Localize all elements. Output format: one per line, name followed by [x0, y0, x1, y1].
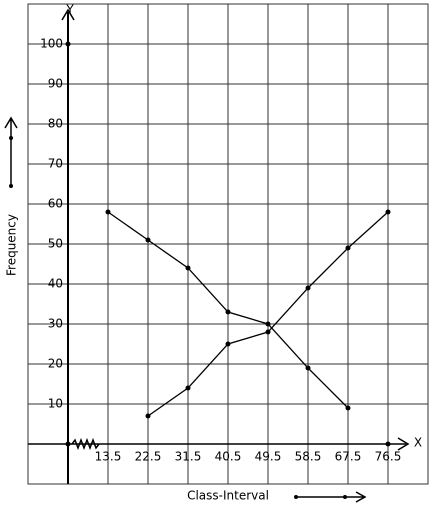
arrow-dot — [9, 136, 13, 140]
x-tick-label: 67.5 — [335, 450, 362, 464]
y-tick-label: 90 — [48, 77, 63, 91]
y-tick-label: 20 — [48, 357, 63, 371]
data-point — [385, 209, 391, 215]
y-tick-label: 40 — [48, 277, 63, 291]
y-tick-label: 60 — [48, 197, 63, 211]
x-axis-name: X — [414, 436, 422, 450]
data-point — [145, 237, 151, 243]
arrow-dot — [343, 495, 347, 499]
x-tick-label: 76.5 — [375, 450, 402, 464]
data-point — [225, 309, 231, 315]
x-tick-label: 40.5 — [215, 450, 242, 464]
data-point — [345, 245, 351, 251]
x-title-arrow — [296, 491, 367, 503]
y-tick-label: 100 — [40, 37, 63, 51]
arrow-dot — [294, 495, 298, 499]
x-tick-label: 31.5 — [175, 450, 202, 464]
y-tick-label: 50 — [48, 237, 63, 251]
x-axis-title: Class-Interval — [187, 489, 269, 503]
x-arrow — [397, 437, 410, 451]
y-arrow — [61, 8, 75, 21]
y-tick-label: 30 — [48, 317, 63, 331]
origin-dot — [65, 441, 71, 447]
x-tick-label: 13.5 — [95, 450, 122, 464]
data-point — [185, 385, 191, 391]
y-axis-title: Frequency — [5, 214, 19, 276]
data-point — [265, 321, 271, 327]
y-axis-name: Y — [65, 3, 74, 17]
data-point — [185, 265, 191, 271]
axis-break — [71, 437, 100, 451]
axis-dot — [385, 441, 391, 447]
axis-dot — [65, 41, 71, 47]
data-point — [145, 413, 151, 419]
data-point — [305, 365, 311, 371]
data-point — [265, 329, 271, 335]
y-tick-label: 80 — [48, 117, 63, 131]
y-tick-label: 70 — [48, 157, 63, 171]
y-tick-label: 10 — [48, 397, 63, 411]
x-tick-label: 49.5 — [255, 450, 282, 464]
grid — [28, 4, 428, 484]
data-point — [225, 341, 231, 347]
x-tick-label: 22.5 — [135, 450, 162, 464]
data-point — [305, 285, 311, 291]
arrow-dot — [9, 184, 13, 188]
data-point — [345, 405, 351, 411]
x-tick-label: 58.5 — [295, 450, 322, 464]
y-title-arrow — [4, 116, 18, 186]
data-point — [105, 209, 111, 215]
